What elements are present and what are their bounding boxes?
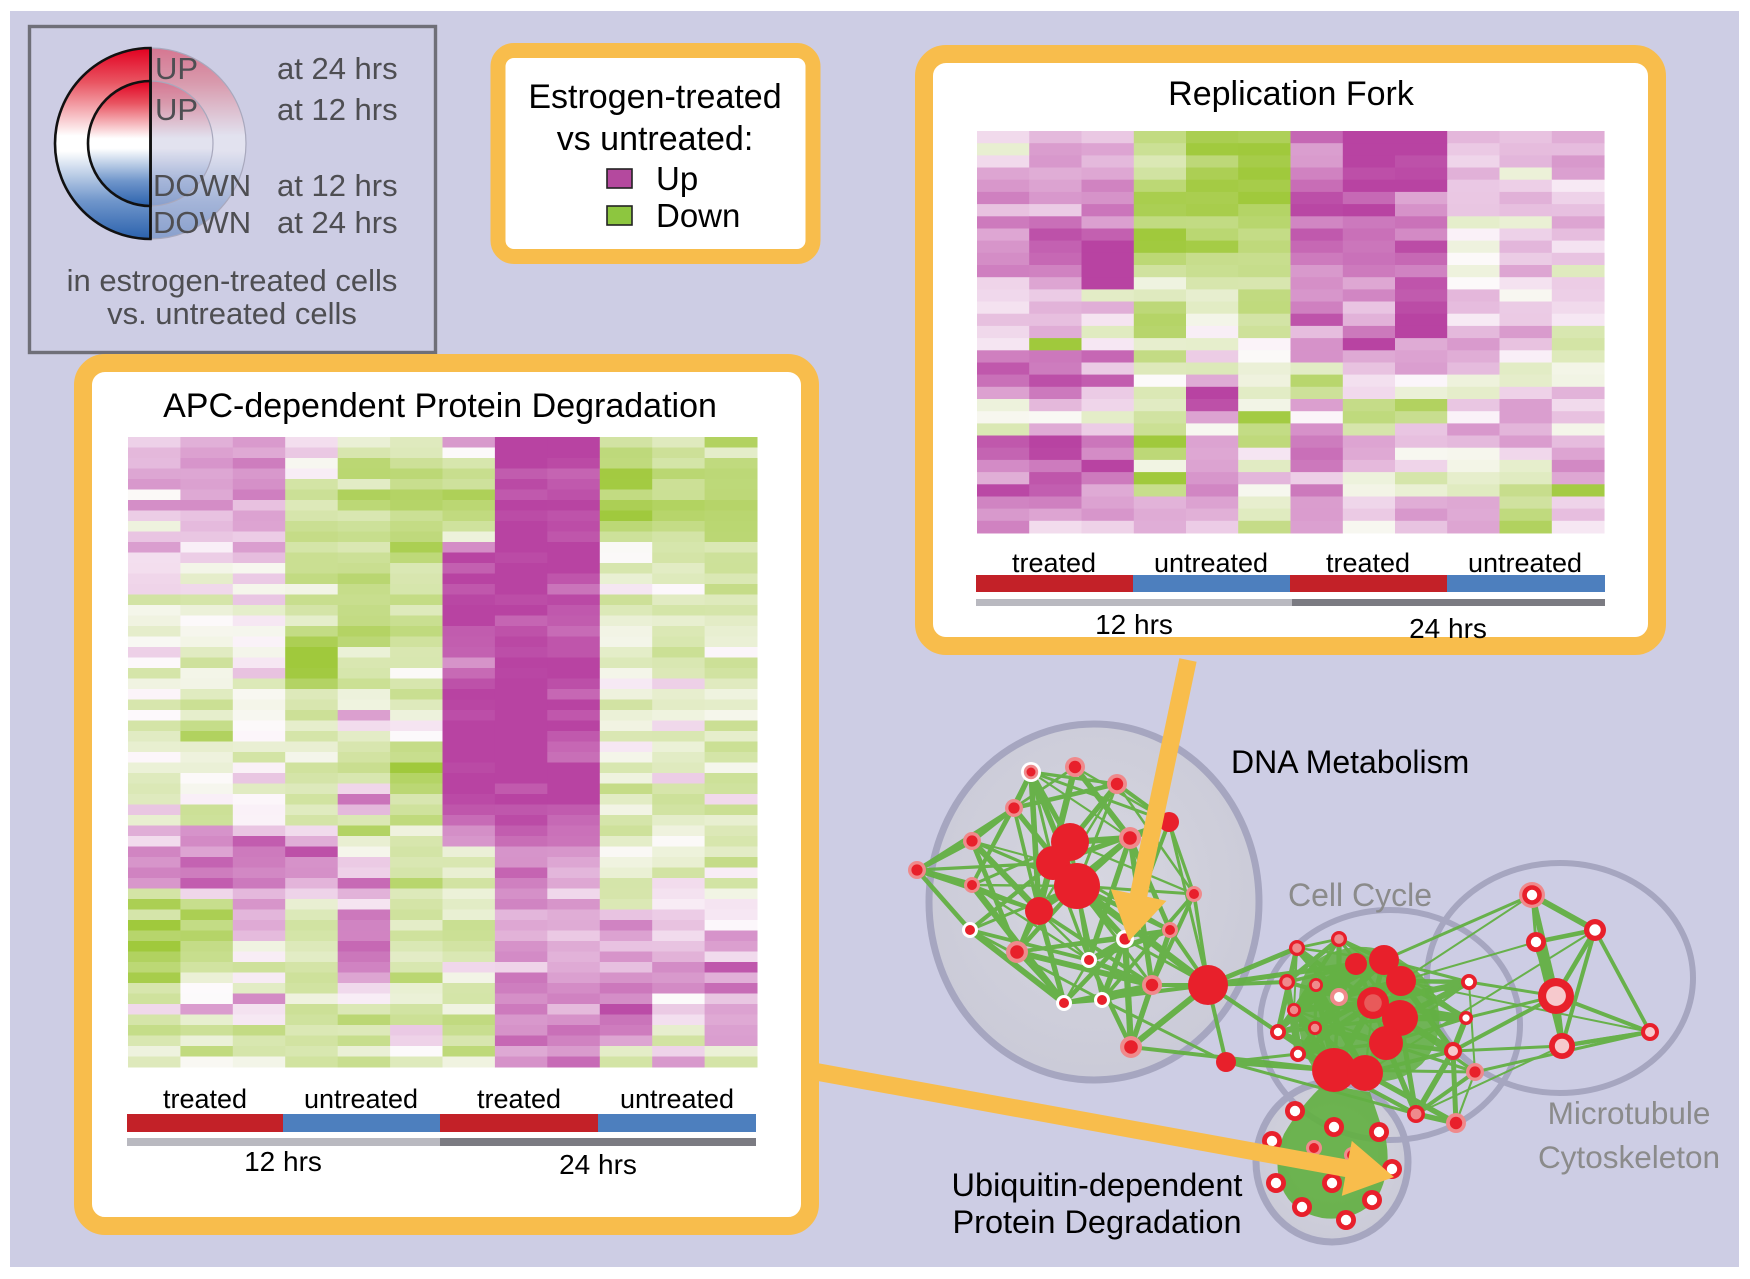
svg-text:vs untreated:: vs untreated:: [557, 120, 754, 158]
svg-text:vs. untreated cells: vs. untreated cells: [107, 296, 357, 331]
svg-text:untreated: untreated: [620, 1084, 734, 1114]
svg-text:DOWN: DOWN: [153, 168, 251, 203]
svg-text:Down: Down: [656, 197, 740, 234]
svg-text:in estrogen-treated cells: in estrogen-treated cells: [67, 263, 398, 298]
svg-text:untreated: untreated: [1154, 548, 1268, 578]
svg-text:Cell Cycle: Cell Cycle: [1288, 877, 1432, 913]
svg-text:untreated: untreated: [1468, 548, 1582, 578]
svg-text:at 12 hrs: at 12 hrs: [277, 92, 398, 127]
svg-text:Up: Up: [656, 160, 698, 197]
svg-text:at 12 hrs: at 12 hrs: [277, 168, 398, 203]
svg-text:Protein Degradation: Protein Degradation: [952, 1204, 1241, 1240]
svg-text:Microtubule: Microtubule: [1548, 1095, 1711, 1131]
svg-text:24 hrs: 24 hrs: [559, 1149, 637, 1180]
svg-text:DOWN: DOWN: [153, 205, 251, 240]
svg-text:12 hrs: 12 hrs: [244, 1146, 322, 1177]
svg-text:24 hrs: 24 hrs: [1409, 613, 1487, 644]
svg-text:treated: treated: [477, 1084, 561, 1114]
svg-text:at 24 hrs: at 24 hrs: [277, 51, 398, 86]
svg-text:UP: UP: [155, 51, 198, 86]
svg-text:Cytoskeleton: Cytoskeleton: [1538, 1139, 1720, 1175]
svg-text:treated: treated: [163, 1084, 247, 1114]
svg-text:treated: treated: [1012, 548, 1096, 578]
svg-text:Estrogen-treated: Estrogen-treated: [528, 78, 781, 116]
svg-text:at 24 hrs: at 24 hrs: [277, 205, 398, 240]
svg-text:DNA Metabolism: DNA Metabolism: [1231, 744, 1469, 780]
svg-text:Replication Fork: Replication Fork: [1168, 75, 1415, 113]
svg-text:APC-dependent Protein Degradat: APC-dependent Protein Degradation: [163, 387, 717, 425]
svg-text:UP: UP: [155, 92, 198, 127]
svg-text:treated: treated: [1326, 548, 1410, 578]
svg-text:12 hrs: 12 hrs: [1095, 609, 1173, 640]
svg-text:Ubiquitin-dependent: Ubiquitin-dependent: [952, 1167, 1243, 1203]
svg-text:untreated: untreated: [304, 1084, 418, 1114]
